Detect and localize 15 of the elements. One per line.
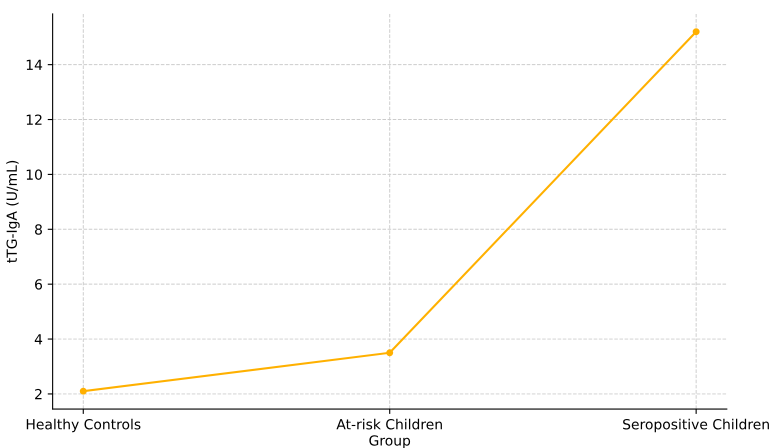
x-tick-label: At-risk Children	[336, 418, 442, 430]
y-tick-label: 2	[35, 388, 42, 400]
x-tick-label: Seropositive Children	[623, 418, 769, 432]
y-tick-label: 8	[35, 224, 42, 235]
point	[80, 388, 87, 395]
y-tick-label: 6	[35, 279, 42, 290]
point	[692, 28, 700, 36]
x-tick-label: Healthy Controls	[26, 418, 140, 432]
y-tick-label: 12	[26, 114, 42, 125]
point	[386, 349, 394, 356]
y-tick-label: 4	[34, 334, 42, 344]
y-tick-label: 10	[26, 169, 42, 180]
x-axis-title: Group	[369, 435, 410, 448]
y-axis-title: tTG-IgA (U/mL)	[6, 160, 20, 263]
y-tick-label: 14	[26, 60, 42, 70]
